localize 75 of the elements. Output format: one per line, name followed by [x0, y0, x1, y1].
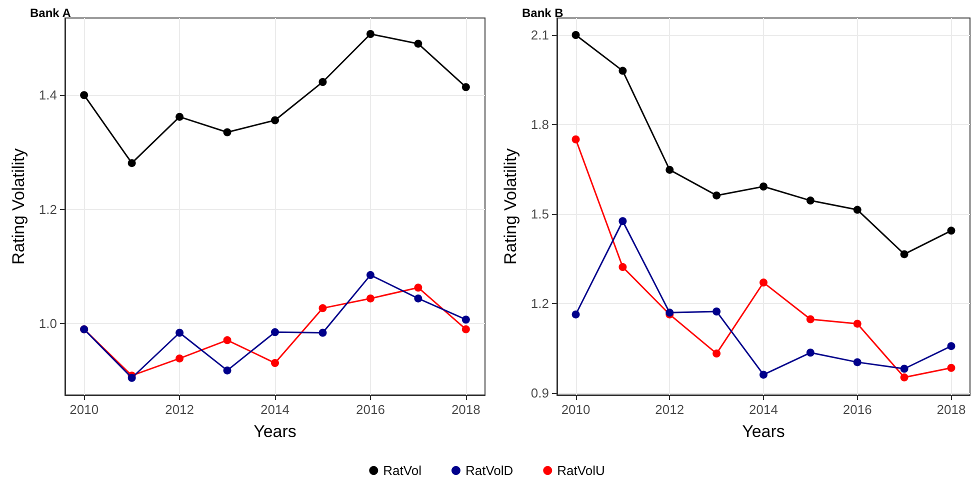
point: [712, 350, 721, 358]
point: [271, 359, 279, 368]
point: [618, 66, 627, 75]
point: [223, 366, 232, 374]
point: [947, 226, 956, 235]
point: [366, 294, 374, 302]
point: [176, 354, 184, 362]
x-tick-label: 2018: [451, 402, 480, 417]
point: [806, 348, 814, 357]
point: [366, 30, 374, 38]
x-tick-label: 2016: [356, 402, 385, 417]
x-axis-title: Years: [254, 422, 296, 441]
point: [760, 278, 768, 287]
y-tick-label: 1.2: [38, 202, 57, 217]
point: [947, 364, 956, 372]
point: [572, 31, 580, 39]
x-tick-label: 2014: [260, 402, 290, 417]
point: [366, 271, 374, 280]
point: [618, 217, 627, 226]
y-axis-title: Rating Volatility: [9, 148, 28, 265]
point: [618, 263, 627, 272]
x-tick-label: 2016: [842, 402, 872, 417]
point: [900, 373, 908, 382]
point: [853, 358, 862, 366]
x-tick-label: 2012: [655, 402, 684, 417]
point: [318, 304, 327, 312]
point: [900, 250, 908, 258]
point: [760, 370, 768, 379]
point: [80, 91, 88, 100]
point: [900, 364, 908, 373]
point: [806, 315, 814, 324]
point: [462, 316, 470, 324]
x-axis-title: Years: [742, 422, 785, 441]
point: [712, 191, 721, 200]
point: [128, 159, 136, 168]
point: [712, 307, 721, 316]
point: [414, 294, 422, 302]
point: [318, 78, 327, 86]
x-tick-label: 2018: [936, 402, 966, 417]
point: [271, 116, 279, 124]
point: [853, 320, 862, 328]
point: [572, 135, 580, 144]
point: [318, 328, 327, 337]
y-tick-label: 1.5: [530, 206, 549, 222]
point: [271, 328, 279, 336]
legend-label: RatVol: [383, 463, 422, 478]
point: [414, 40, 422, 48]
chart-title: Bank A: [30, 6, 72, 20]
legend-label: RatVolD: [465, 463, 514, 478]
y-axis-title: Rating Volatility: [501, 148, 520, 265]
x-tick-label: 2010: [70, 402, 99, 417]
point: [462, 83, 470, 92]
y-tick-label: 1.4: [38, 88, 57, 103]
point: [666, 166, 674, 174]
point: [806, 196, 814, 205]
point: [223, 128, 232, 136]
point: [760, 182, 768, 191]
point: [223, 336, 232, 344]
point: [176, 328, 184, 337]
chart-title: Bank B: [522, 6, 564, 20]
y-tick-label: 1.2: [530, 296, 549, 311]
point: [947, 342, 956, 350]
x-tick-label: 2010: [561, 402, 590, 417]
x-tick-label: 2012: [165, 402, 194, 417]
point: [572, 310, 580, 318]
legend-label: RatVolU: [557, 463, 605, 478]
y-tick-label: 0.9: [530, 385, 549, 400]
y-tick-label: 1.0: [38, 316, 57, 332]
y-tick-label: 1.8: [530, 116, 549, 132]
point: [176, 112, 184, 121]
point: [462, 325, 470, 334]
point: [414, 284, 422, 292]
x-tick-label: 2014: [749, 402, 778, 417]
y-tick-label: 2.1: [530, 28, 549, 42]
point: [853, 206, 862, 214]
